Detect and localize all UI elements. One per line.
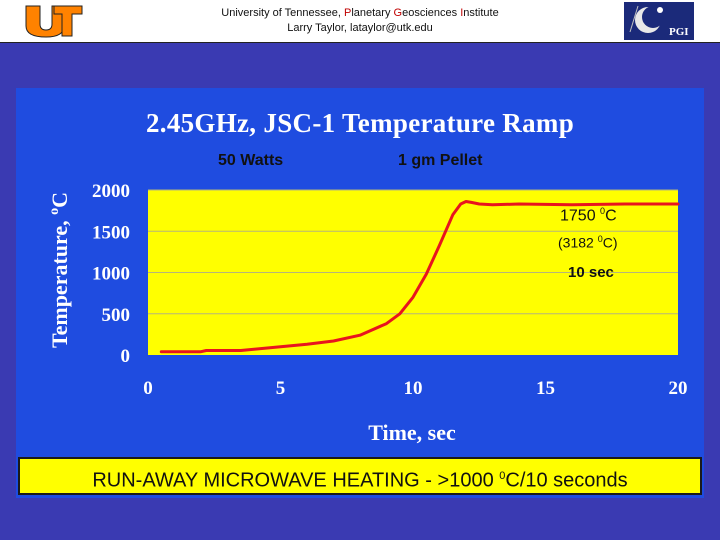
svg-text:PGI: PGI (669, 26, 689, 38)
header-contact: Larry Taylor, lataylor@utk.edu (287, 22, 433, 34)
x-tick-label: 0 (143, 378, 153, 399)
fahrenheit-annotation: (3182 0C) (558, 234, 618, 251)
ut-logo (25, 5, 83, 38)
y-tick-label: 0 (121, 346, 131, 367)
x-tick-label: 20 (669, 378, 688, 399)
conclusion-banner: RUN-AWAY MICROWAVE HEATING - >1000 0C/10… (18, 457, 702, 495)
peak-temp-annotation: 1750 0C (560, 206, 617, 225)
y-tick-label: 2000 (92, 181, 130, 202)
sample-note: 1 gm Pellet (398, 152, 483, 169)
header-credits: University of Tennessee, Planetary Geosc… (160, 6, 560, 36)
pgi-logo: PGI (624, 2, 694, 40)
y-tick-label: 1000 (92, 264, 130, 285)
x-axis-label: Time, sec (368, 420, 456, 445)
temperature-series-line (159, 200, 680, 354)
x-tick-label: 15 (536, 378, 555, 399)
slide-header: University of Tennessee, Planetary Geosc… (0, 0, 720, 43)
chart-title: 2.45GHz, JSC-1 Temperature Ramp (145, 108, 575, 138)
time-annotation: 10 sec (568, 264, 614, 281)
y-tick-label: 1500 (92, 222, 130, 243)
x-tick-label: 10 (404, 378, 423, 399)
header-institution: University of Tennessee, Planetary Geosc… (221, 7, 499, 19)
y-tick-label: 500 (102, 305, 131, 326)
power-note: 50 Watts (218, 152, 284, 169)
x-tick-label: 5 (276, 378, 286, 399)
y-axis-label: Temperature, oC (47, 192, 72, 348)
